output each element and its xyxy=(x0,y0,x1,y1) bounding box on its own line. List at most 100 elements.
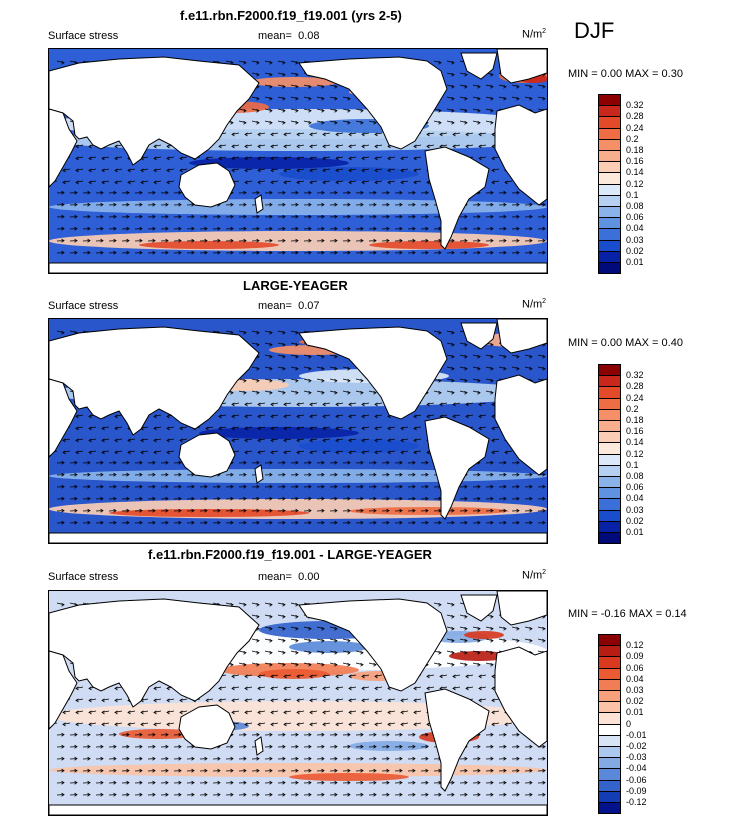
panel-1-mean-value: 0.08 xyxy=(298,30,320,42)
land-samerica xyxy=(424,416,490,520)
colorbar-swatch xyxy=(598,431,621,443)
panel-2-map xyxy=(48,318,548,544)
land-greenland xyxy=(460,594,498,622)
colorbar-tick-label: 0.14 xyxy=(626,167,644,178)
land-antarctic xyxy=(49,804,547,815)
colorbar-tick-label: 0.06 xyxy=(626,482,644,493)
colorbar-tick-label: 0.2 xyxy=(626,403,639,414)
colorbar-swatch xyxy=(598,790,621,803)
colorbar-swatch xyxy=(598,690,621,702)
colorbar-swatch xyxy=(598,138,621,151)
colorbar-tick-label: 0.12 xyxy=(626,178,644,189)
land-nz xyxy=(254,194,264,214)
colorbar-swatch xyxy=(598,532,621,544)
colorbar-tick-label: 0.01 xyxy=(626,707,644,718)
colorbar-tick-label: 0.28 xyxy=(626,111,644,122)
colorbar-tick-label: 0.12 xyxy=(626,448,644,459)
colorbar-swatch xyxy=(598,262,621,274)
colorbar-tick-label: 0.24 xyxy=(626,392,644,403)
colorbar-swatch xyxy=(598,150,621,162)
panel-3-mean: mean= 0.00 xyxy=(258,571,320,583)
colorbar-swatch xyxy=(598,217,621,229)
colorbar-swatch xyxy=(598,228,621,241)
land-europe xyxy=(496,49,547,84)
colorbar-tick-label: -0.04 xyxy=(626,763,647,774)
colorbar-tick-label: -0.01 xyxy=(626,729,647,740)
panel-1-variable: Surface stress xyxy=(48,30,119,42)
panel-3-title: f.e11.rbn.F2000.f19_f19.001 - LARGE-YEAG… xyxy=(148,547,432,562)
land-europe xyxy=(496,319,547,354)
colorbar-tick-label: 0.1 xyxy=(626,189,639,200)
land-greenland xyxy=(460,52,498,80)
colorbar-tick-label: 0.08 xyxy=(626,201,644,211)
colorbar-tick-label: 0.28 xyxy=(626,381,644,392)
colorbar-swatch xyxy=(598,116,621,129)
land-asia xyxy=(49,56,260,166)
colorbar-tick-label: 0.2 xyxy=(626,133,639,144)
colorbar-tick-label: 0.03 xyxy=(626,234,644,245)
colorbar-swatch xyxy=(598,94,621,106)
colorbar-tick-label: -0.03 xyxy=(626,752,647,763)
land-australia xyxy=(178,162,236,208)
colorbar-swatch xyxy=(598,645,621,657)
panel-3-mean-label: mean= xyxy=(258,571,292,583)
panel-2-minmax: MIN = 0.00 MAX = 0.40 xyxy=(568,337,683,349)
colorbar-tick-label: 0.04 xyxy=(626,493,644,504)
continents xyxy=(49,319,547,543)
colorbar-swatch xyxy=(598,802,621,814)
colorbar-swatch xyxy=(598,656,621,669)
colorbar-tick-label: 0.03 xyxy=(626,685,644,695)
colorbar-swatch xyxy=(598,779,621,792)
colorbar-swatch xyxy=(598,667,621,680)
panel-2-units: N/m2 xyxy=(522,298,547,311)
colorbar-swatch xyxy=(598,498,621,511)
colorbar-tick-label: 0 xyxy=(626,718,632,729)
colorbar-swatch xyxy=(598,634,621,646)
colorbar-tick-label: -0.12 xyxy=(626,797,647,807)
colorbar-swatch xyxy=(598,127,621,140)
land-africaW xyxy=(49,108,78,188)
colorbar-swatch xyxy=(598,105,621,117)
colorbar-tick-label: 0.09 xyxy=(626,651,644,662)
panel-2-map-field xyxy=(49,319,547,543)
colorbar-swatch xyxy=(598,364,621,376)
colorbar-swatch xyxy=(598,442,621,455)
panel-1-title: f.e11.rbn.F2000.f19_f19.001 (yrs 2-5) xyxy=(180,8,402,23)
colorbar-swatch xyxy=(598,420,621,432)
land-namerica xyxy=(298,326,448,420)
land-africaE xyxy=(494,374,547,476)
panel-1-units: N/m2 xyxy=(522,28,547,41)
colorbar-swatch xyxy=(598,397,621,410)
panel-2-title: LARGE-YEAGER xyxy=(243,278,348,293)
colorbar-swatch xyxy=(598,768,621,781)
panel-3-map-field xyxy=(49,591,547,815)
colorbar-tick-label: 0.02 xyxy=(626,515,644,526)
colorbar-swatch xyxy=(598,453,621,466)
panel-1-mean: mean= 0.08 xyxy=(258,30,320,42)
panel-3-units: N/m2 xyxy=(522,569,547,582)
colorbar-swatch xyxy=(598,509,621,522)
colorbar-swatch xyxy=(598,375,621,387)
colorbar-swatch xyxy=(598,723,621,736)
land-namerica xyxy=(298,598,448,692)
colorbar-tick-label: 0.12 xyxy=(626,640,644,651)
colorbar-swatch xyxy=(598,476,621,488)
land-samerica xyxy=(424,146,490,250)
land-africaE xyxy=(494,104,547,206)
continents xyxy=(49,49,547,273)
colorbar-tick-label: 0.01 xyxy=(626,527,644,537)
panel-3-map xyxy=(48,590,548,816)
colorbar-tick-label: -0.02 xyxy=(626,741,647,751)
land-africaE xyxy=(494,646,547,748)
colorbar-tick-label: 0.04 xyxy=(626,673,644,684)
panel-2-mean-value: 0.07 xyxy=(298,300,320,312)
land-antarctic xyxy=(49,532,547,543)
colorbar-swatch xyxy=(598,206,621,218)
colorbar-tick-label: 0.32 xyxy=(626,100,644,111)
panel-3-mean-value: 0.00 xyxy=(298,571,320,583)
colorbar-swatch xyxy=(598,520,621,533)
colorbar-tick-label: 0.32 xyxy=(626,370,644,381)
panel-2-variable: Surface stress xyxy=(48,300,119,312)
colorbar-tick-label: 0.08 xyxy=(626,471,644,481)
panel-2-mean-label: mean= xyxy=(258,300,292,312)
